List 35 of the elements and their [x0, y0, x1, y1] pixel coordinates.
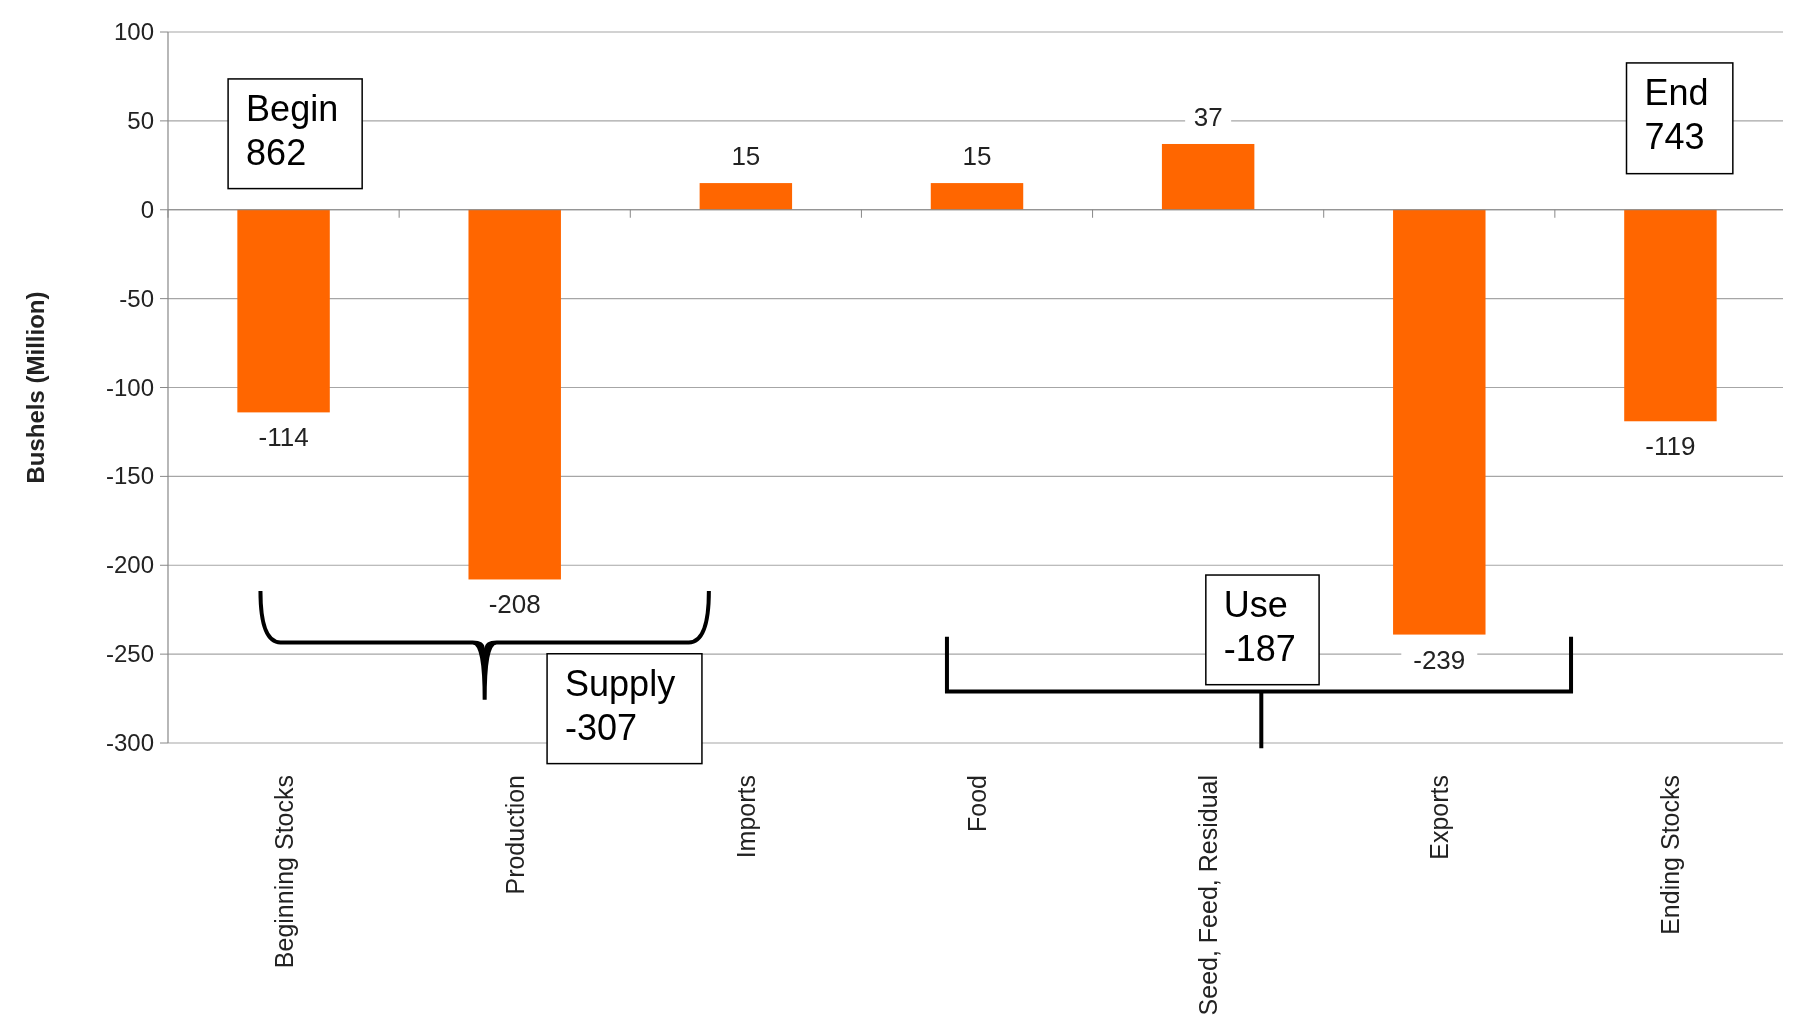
y-tick-label: 0 [140, 195, 154, 223]
x-tick-label: Ending Stocks [1656, 775, 1685, 935]
x-tick-label: Seed, Feed, Residual [1194, 775, 1223, 1016]
x-tick-label: Food [963, 775, 991, 832]
y-tick-label: 100 [113, 18, 154, 45]
bar [699, 183, 793, 210]
bar [1161, 143, 1255, 210]
data-label: -119 [1645, 431, 1696, 462]
x-tick-label: Beginning Stocks [269, 775, 298, 969]
bar [1624, 209, 1717, 422]
data-label: -114 [258, 422, 309, 453]
annotation: Supply -307 [565, 662, 676, 748]
y-tick-label: -250 [105, 640, 154, 668]
x-tick-label: Production [500, 775, 529, 895]
annotation: Begin 862 [246, 87, 339, 173]
y-axis-title: Bushels (Million) [22, 291, 49, 484]
data-label: 37 [1193, 101, 1223, 132]
y-tick-label: 50 [127, 106, 154, 134]
bar [237, 209, 330, 413]
data-label: -208 [488, 589, 541, 620]
bar [468, 209, 561, 580]
bar [1393, 209, 1486, 635]
x-tick-label: Exports [1425, 775, 1454, 860]
annotation: Use -187 [1223, 584, 1296, 670]
data-label: -239 [1413, 644, 1466, 675]
y-tick-label: -200 [105, 551, 154, 579]
y-tick-label: -300 [105, 729, 154, 756]
y-tick-label: -100 [105, 373, 154, 401]
data-label: 15 [731, 141, 761, 172]
x-tick-label: Imports [731, 775, 760, 859]
bar [930, 183, 1024, 210]
y-tick-label: -50 [119, 284, 154, 312]
y-tick-label: -150 [105, 462, 154, 490]
annotation: End 743 [1644, 71, 1709, 157]
data-label: 15 [962, 141, 992, 172]
